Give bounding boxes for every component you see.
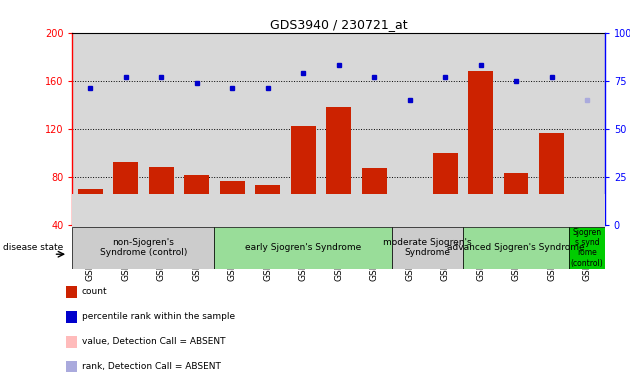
Bar xyxy=(534,33,570,225)
Bar xyxy=(149,167,174,273)
Bar xyxy=(463,194,498,227)
Bar xyxy=(463,227,570,269)
Bar xyxy=(108,33,144,225)
Bar xyxy=(144,33,179,225)
Bar xyxy=(179,33,214,225)
Bar xyxy=(108,194,144,227)
Text: disease state: disease state xyxy=(3,243,64,252)
Text: moderate Sjogren's
Syndrome: moderate Sjogren's Syndrome xyxy=(383,238,472,257)
Bar xyxy=(321,194,357,227)
Bar xyxy=(290,126,316,273)
Bar xyxy=(214,227,392,269)
Bar xyxy=(255,185,280,273)
Bar xyxy=(326,107,351,273)
Bar xyxy=(250,194,285,227)
Bar xyxy=(357,33,392,225)
Bar xyxy=(392,33,427,225)
Bar xyxy=(285,194,321,227)
Bar xyxy=(503,173,529,273)
Bar xyxy=(362,168,387,273)
Bar xyxy=(72,227,214,269)
Bar xyxy=(397,195,422,273)
Bar xyxy=(433,153,457,273)
Bar xyxy=(427,194,463,227)
Title: GDS3940 / 230721_at: GDS3940 / 230721_at xyxy=(270,18,408,31)
Bar xyxy=(539,134,564,273)
Bar xyxy=(468,71,493,273)
Bar xyxy=(498,194,534,227)
Bar xyxy=(220,182,244,273)
Text: advanced Sjogren's Syndrome: advanced Sjogren's Syndrome xyxy=(447,243,585,252)
Bar xyxy=(357,194,392,227)
Text: non-Sjogren's
Syndrome (control): non-Sjogren's Syndrome (control) xyxy=(100,238,187,257)
Text: value, Detection Call = ABSENT: value, Detection Call = ABSENT xyxy=(82,337,226,346)
Bar xyxy=(184,175,209,273)
Bar xyxy=(427,33,463,225)
Bar xyxy=(575,218,600,273)
Bar xyxy=(77,189,103,273)
Bar xyxy=(463,33,498,225)
Text: percentile rank within the sample: percentile rank within the sample xyxy=(82,312,235,321)
Bar xyxy=(179,194,214,227)
Bar xyxy=(392,227,463,269)
Text: Sjogren
s synd
rome
(control): Sjogren s synd rome (control) xyxy=(571,228,604,268)
Bar xyxy=(250,33,285,225)
Bar xyxy=(72,194,108,227)
Text: rank, Detection Call = ABSENT: rank, Detection Call = ABSENT xyxy=(82,362,220,371)
Bar xyxy=(570,33,605,225)
Bar xyxy=(498,33,534,225)
Bar xyxy=(392,194,427,227)
Bar xyxy=(144,194,179,227)
Text: early Sjogren's Syndrome: early Sjogren's Syndrome xyxy=(245,243,361,252)
Bar xyxy=(321,33,357,225)
Bar xyxy=(534,194,570,227)
Bar xyxy=(285,33,321,225)
Bar xyxy=(113,162,138,273)
Bar xyxy=(214,33,250,225)
Bar xyxy=(214,194,250,227)
Text: count: count xyxy=(82,287,108,296)
Bar xyxy=(570,194,605,227)
Bar xyxy=(72,33,108,225)
Bar xyxy=(570,227,605,269)
